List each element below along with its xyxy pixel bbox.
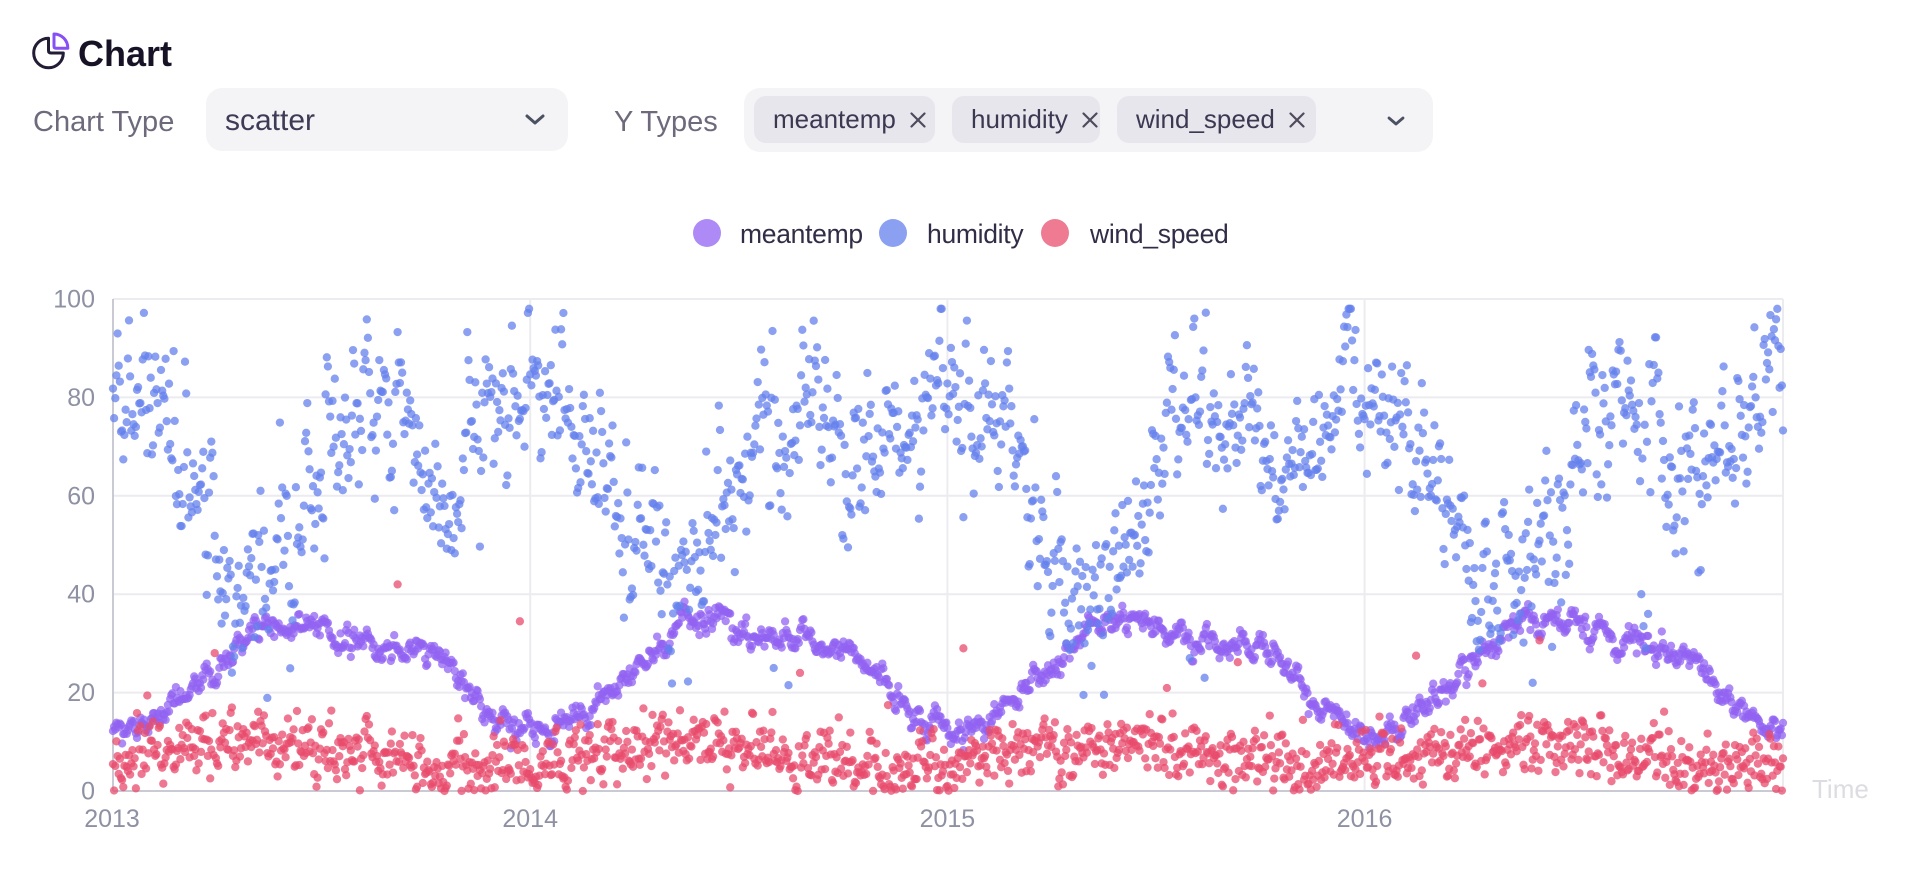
- svg-text:Time: Time: [1812, 774, 1869, 804]
- svg-text:2013: 2013: [84, 805, 140, 833]
- svg-text:2014: 2014: [502, 805, 558, 833]
- svg-text:40: 40: [67, 581, 95, 609]
- svg-text:20: 20: [67, 679, 95, 707]
- svg-text:2016: 2016: [1337, 805, 1393, 833]
- svg-text:60: 60: [67, 482, 95, 510]
- svg-text:100: 100: [53, 286, 95, 314]
- svg-text:80: 80: [67, 384, 95, 412]
- svg-text:0: 0: [81, 778, 95, 806]
- svg-text:2015: 2015: [920, 805, 976, 833]
